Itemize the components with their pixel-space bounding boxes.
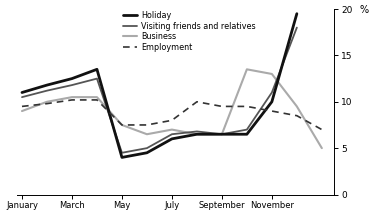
Employment — [20, 105, 24, 108]
Business — [20, 110, 24, 112]
Holiday — [20, 91, 24, 94]
Employment — [270, 110, 274, 112]
Visiting friends and relatives — [170, 133, 174, 135]
Business — [320, 147, 324, 149]
Employment — [170, 119, 174, 122]
Visiting friends and relatives — [120, 151, 124, 154]
Holiday — [270, 100, 274, 103]
Business — [170, 128, 174, 131]
Holiday — [95, 68, 99, 71]
Holiday — [70, 77, 74, 80]
Visiting friends and relatives — [220, 133, 224, 135]
Business — [120, 124, 124, 126]
Business — [295, 105, 299, 108]
Holiday — [194, 133, 199, 135]
Business — [194, 133, 199, 135]
Visiting friends and relatives — [45, 89, 49, 92]
Holiday — [220, 133, 224, 135]
Holiday — [295, 12, 299, 15]
Holiday — [245, 133, 249, 135]
Visiting friends and relatives — [20, 96, 24, 98]
Employment — [220, 105, 224, 108]
Business — [145, 133, 149, 135]
Line: Holiday: Holiday — [22, 14, 297, 157]
Line: Employment: Employment — [22, 100, 322, 130]
Business — [95, 96, 99, 98]
Business — [270, 73, 274, 75]
Business — [245, 68, 249, 71]
Employment — [95, 99, 99, 101]
Visiting friends and relatives — [270, 91, 274, 94]
Business — [220, 133, 224, 135]
Employment — [194, 100, 199, 103]
Line: Business: Business — [22, 69, 322, 148]
Holiday — [120, 156, 124, 159]
Holiday — [170, 138, 174, 140]
Holiday — [45, 84, 49, 86]
Business — [45, 100, 49, 103]
Visiting friends and relatives — [145, 147, 149, 149]
Business — [70, 96, 74, 98]
Visiting friends and relatives — [70, 84, 74, 86]
Visiting friends and relatives — [295, 26, 299, 29]
Visiting friends and relatives — [245, 128, 249, 131]
Visiting friends and relatives — [194, 130, 199, 133]
Employment — [295, 114, 299, 117]
Visiting friends and relatives — [95, 77, 99, 80]
Employment — [120, 124, 124, 126]
Employment — [70, 99, 74, 101]
Holiday — [145, 151, 149, 154]
Employment — [45, 102, 49, 105]
Employment — [245, 105, 249, 108]
Line: Visiting friends and relatives: Visiting friends and relatives — [22, 28, 297, 153]
Employment — [320, 128, 324, 131]
Y-axis label: %: % — [359, 5, 368, 15]
Legend: Holiday, Visiting friends and relatives, Business, Employment: Holiday, Visiting friends and relatives,… — [123, 11, 256, 52]
Employment — [145, 124, 149, 126]
